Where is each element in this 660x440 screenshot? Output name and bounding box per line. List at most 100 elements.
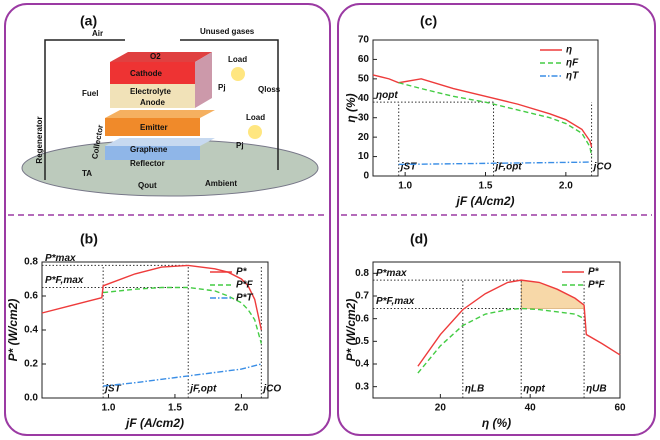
series-line [398,82,593,157]
x-tick-label: 1.5 [168,403,182,414]
y-tick-label: 50 [358,73,370,84]
y-tick-label: 40 [358,93,370,104]
x-axis-title: η (%) [482,416,511,430]
y-axis-title: P* (W/cm2) [344,299,358,362]
legend-label: P*F [236,280,254,291]
label: Pj [236,141,244,150]
x-tick-label: 40 [525,403,537,414]
y-axis-title: η (%) [344,93,358,122]
graphene [105,146,200,160]
x-axis-title: jF (A/cm2) [454,194,514,208]
x-tick-label: 20 [435,403,447,414]
label: TA [82,169,92,178]
reference-label: ηopt [523,384,545,395]
reference-label: P*max [376,268,407,279]
series-line [398,161,590,166]
label: O2 [150,52,161,61]
y-tick-label: 0.6 [355,313,369,324]
series-line [103,363,262,387]
y-tick-label: 0.8 [24,257,38,268]
legend-label: P* [236,267,248,278]
x-tick-label: 1.0 [102,403,116,414]
y-tick-label: 60 [358,54,370,65]
y-axis-title: P* (W/cm2) [6,299,20,362]
legend-label: P* [588,267,600,278]
label: Electrolyte [130,87,171,96]
diagram: (a) Air Unused gases O2 Cathode Load Qlo… [21,13,319,197]
emitter-top [105,110,215,118]
reference-label: P*max [45,253,76,264]
reference-label: jST [399,162,417,173]
y-tick-label: 0.5 [355,336,369,347]
legend-label: ηT [566,71,579,82]
label: Air [92,29,103,38]
reference-label: jF,opt [188,384,217,395]
reference-label: P*F,max [376,296,415,307]
label: Qout [138,181,157,190]
y-tick-label: 0.8 [355,268,369,279]
reference-label: ηopt [376,90,398,101]
y-tick-label: 20 [358,132,370,143]
label: Emitter [140,123,168,132]
label: Regenerator [35,116,44,163]
plot-frame [372,39,599,177]
x-tick-label: 1.0 [398,181,412,192]
legend-label: η [566,45,572,56]
plot-frame [372,261,621,399]
label: Ambient [205,179,237,188]
y-tick-label: 0.0 [24,393,38,404]
label: Pj [218,83,226,92]
y-tick-label: 0.4 [24,325,38,336]
label: Reflector [130,159,165,168]
wire [44,39,125,180]
panel-label: (b) [80,231,98,247]
label: Cathode [130,69,163,78]
y-tick-label: 0.2 [24,359,38,370]
left-frame [4,3,331,436]
y-tick-label: 10 [358,151,370,162]
label: Graphene [130,145,168,154]
y-tick-label: 0.7 [355,291,369,302]
emitter [105,118,200,136]
x-tick-label: 60 [614,403,626,414]
right-frame [337,3,656,436]
reference-label: jST [103,384,121,395]
legend-label: P*T [236,293,254,304]
label: Anode [140,98,165,107]
series-line [417,307,585,374]
reference-label: jCO [592,162,612,173]
reference-label: ηLB [465,384,484,395]
x-tick-label: 2.0 [234,403,248,414]
reference-label: jF,opt [494,162,523,173]
bulb [248,125,262,139]
electrolyte [110,84,195,108]
x-tick-label: 2.0 [559,181,573,192]
bulb [231,67,245,81]
y-tick-label: 70 [358,35,370,46]
wire [180,39,279,170]
legend-label: P*F [588,280,606,291]
x-axis-title: jF (A/cm2) [124,416,184,430]
reference-label: jCO [261,384,281,395]
cathode [110,62,195,84]
series-line [103,286,263,344]
series-line [41,264,263,331]
label: Load [228,55,247,64]
y-tick-label: 0.6 [24,291,38,302]
y-tick-label: 0 [363,171,369,182]
label: Load [246,113,265,122]
panel-label: (a) [80,13,97,29]
legend-label: ηF [566,58,579,69]
y-tick-label: 30 [358,112,370,123]
reference-label: P*F,max [45,275,84,286]
panel-label: (c) [420,13,437,29]
label: Fuel [82,89,98,98]
label: Qloss [258,85,281,94]
series-line [372,74,593,148]
reference-label: ηUB [586,384,607,395]
panel-label: (d) [410,231,428,247]
series-line [417,279,621,367]
graphene-top [105,138,215,146]
y-tick-label: 0.3 [355,381,369,392]
